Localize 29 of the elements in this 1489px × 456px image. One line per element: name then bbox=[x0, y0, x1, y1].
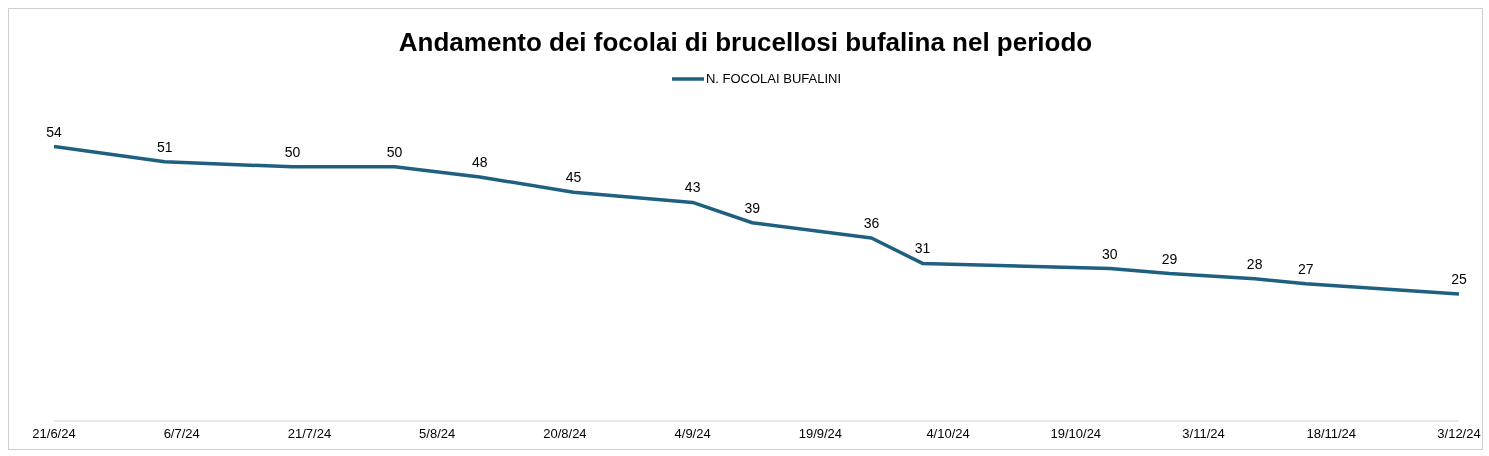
data-label: 31 bbox=[914, 240, 931, 257]
data-label: 27 bbox=[1297, 260, 1314, 277]
data-label: 48 bbox=[471, 154, 488, 170]
data-label: 50 bbox=[284, 143, 301, 160]
data-label: 43 bbox=[684, 179, 701, 196]
data-label: 39 bbox=[744, 199, 761, 216]
legend-label: N. FOCOLAI BUFALINI bbox=[704, 71, 842, 86]
data-label: 29 bbox=[1161, 250, 1178, 267]
data-label: 54 bbox=[46, 123, 62, 140]
data-label: 50 bbox=[386, 143, 403, 160]
x-tick-label: 6/7/24 bbox=[163, 426, 200, 442]
data-label: 45 bbox=[565, 169, 582, 186]
x-tick-label: 5/8/24 bbox=[419, 426, 456, 442]
x-tick-label: 19/10/24 bbox=[1050, 426, 1102, 442]
data-label: 51 bbox=[156, 138, 173, 155]
chart-title: Andamento dei focolai di brucellosi bufalina nel periodo bbox=[397, 27, 1094, 58]
x-tick-label: 4/9/24 bbox=[674, 426, 711, 442]
data-label: 30 bbox=[1102, 245, 1118, 262]
x-tick-label: 20/8/24 bbox=[543, 426, 587, 442]
data-label: 28 bbox=[1246, 255, 1263, 272]
x-tick-label: 19/9/24 bbox=[798, 426, 843, 442]
x-tick-label: 4/10/24 bbox=[926, 426, 970, 442]
x-tick-label: 3/12/24 bbox=[1437, 426, 1481, 442]
data-label: 36 bbox=[863, 215, 880, 231]
x-tick-label: 3/11/24 bbox=[1182, 426, 1225, 442]
x-tick-label: 18/11/24 bbox=[1306, 426, 1357, 442]
x-tick-label: 21/6/24 bbox=[32, 426, 76, 442]
data-label: 25 bbox=[1451, 270, 1467, 287]
x-tick-label: 21/7/24 bbox=[287, 426, 332, 442]
